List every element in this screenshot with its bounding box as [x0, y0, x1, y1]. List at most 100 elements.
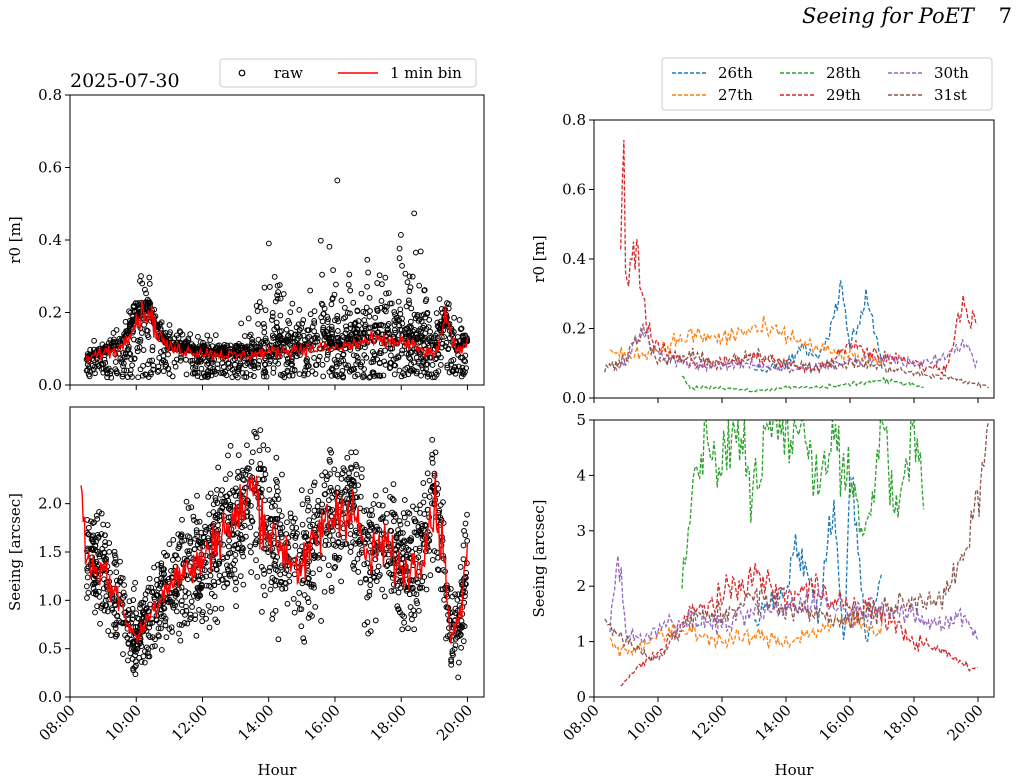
raw-point: [356, 334, 362, 341]
raw-point: [419, 333, 425, 340]
raw-point: [391, 371, 398, 378]
raw-point: [266, 284, 273, 290]
raw-point: [307, 488, 314, 495]
raw-point: [158, 613, 165, 620]
raw-point: [448, 361, 454, 368]
raw-point: [216, 572, 223, 579]
raw-point: [338, 578, 345, 585]
raw-point: [240, 476, 246, 483]
raw-point: [354, 371, 361, 378]
raw-point: [435, 567, 442, 574]
raw-point: [138, 659, 145, 665]
y-tick-label: 0.6: [38, 159, 62, 177]
raw-point: [333, 281, 339, 288]
raw-point: [447, 585, 454, 592]
raw-point: [288, 514, 294, 521]
raw-point: [300, 635, 307, 642]
raw-point: [361, 508, 368, 515]
raw-point: [232, 575, 238, 582]
raw-point: [429, 557, 436, 563]
raw-point: [160, 577, 167, 583]
raw-point: [416, 282, 423, 289]
raw-point: [106, 548, 113, 555]
raw-point: [296, 590, 303, 596]
raw-point: [334, 497, 341, 504]
raw-point: [243, 374, 250, 381]
raw-point: [402, 333, 409, 340]
raw-point: [149, 643, 156, 650]
raw-point: [214, 522, 221, 529]
raw-point: [145, 653, 151, 660]
raw-point: [347, 321, 354, 328]
raw-point: [280, 291, 287, 297]
x-tick-label: 12:00: [168, 701, 211, 744]
raw-point: [345, 281, 352, 288]
raw-point: [351, 532, 358, 539]
raw-point: [175, 556, 181, 562]
raw-point: [365, 269, 372, 276]
raw-point: [187, 540, 194, 547]
y-tick-label: 2: [576, 577, 586, 595]
raw-point: [178, 598, 185, 604]
raw-points: [83, 427, 471, 681]
raw-point: [113, 561, 120, 568]
raw-point: [307, 287, 314, 294]
raw-point: [333, 363, 340, 370]
raw-point: [366, 313, 373, 320]
raw-point: [158, 570, 165, 577]
raw-point: [431, 374, 438, 381]
raw-point: [269, 545, 276, 552]
raw-point: [142, 286, 148, 293]
raw-point: [305, 599, 312, 605]
raw-point: [251, 373, 257, 380]
raw-point: [392, 513, 399, 520]
raw-point: [89, 547, 96, 553]
raw-point: [188, 504, 195, 511]
raw-point: [361, 317, 368, 324]
raw-point: [387, 364, 394, 371]
raw-point: [212, 332, 219, 339]
raw-point: [453, 367, 460, 373]
raw-point: [401, 613, 407, 620]
raw-point: [449, 609, 456, 616]
raw-point: [353, 353, 360, 359]
raw-point: [258, 340, 264, 346]
binned-line: [85, 300, 469, 364]
raw-point: [271, 326, 278, 333]
raw-point: [102, 539, 109, 545]
raw-point: [285, 317, 292, 324]
raw-point: [460, 638, 467, 645]
raw-point: [157, 325, 164, 332]
raw-point: [121, 582, 127, 588]
raw-point: [137, 601, 144, 608]
y-tick-label: 0.8: [38, 86, 62, 104]
raw-point: [291, 515, 298, 522]
raw-point: [194, 369, 201, 376]
raw-point: [234, 475, 241, 481]
legend-box: [661, 57, 993, 111]
raw-point: [131, 355, 138, 362]
raw-point: [119, 371, 126, 378]
raw-point: [318, 618, 324, 624]
raw-point: [117, 558, 123, 565]
raw-point: [222, 502, 229, 508]
x-tick-label: 12:00: [688, 701, 731, 744]
legend: 26th 27th 28th 29th 30th 31st: [661, 57, 993, 111]
raw-point: [334, 313, 341, 319]
raw-point: [401, 619, 407, 626]
raw-point: [406, 323, 413, 330]
raw-point: [405, 546, 412, 553]
raw-point: [418, 318, 425, 325]
raw-point: [134, 345, 141, 351]
raw-point: [350, 539, 356, 546]
panel-r0-days: 0.0 0.2 0.4 0.6 0.8 r0 [m] 26th 27th 28th 29th 30t…: [530, 57, 995, 407]
raw-point: [273, 476, 279, 483]
raw-point: [431, 470, 438, 477]
raw-point: [227, 563, 234, 570]
raw-point: [457, 564, 464, 570]
raw-point: [168, 567, 174, 574]
raw-point: [309, 613, 315, 619]
raw-point: [122, 350, 129, 357]
raw-point: [382, 274, 389, 281]
raw-point: [181, 537, 188, 544]
